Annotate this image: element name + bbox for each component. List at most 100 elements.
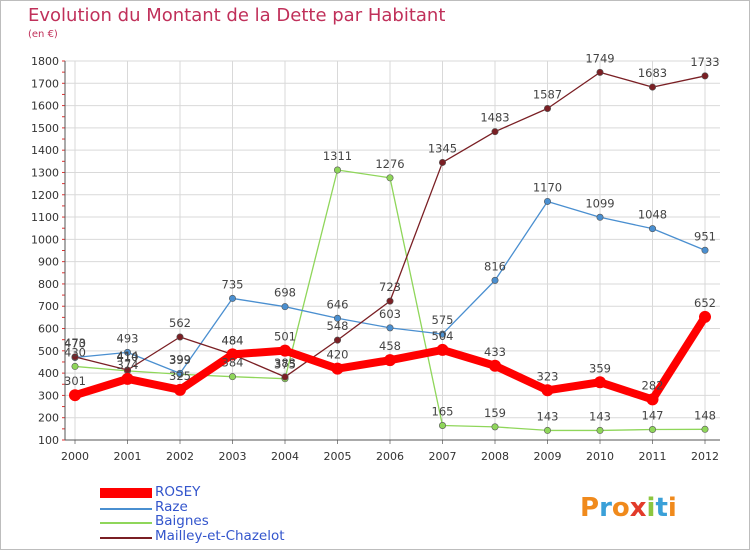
logo-letter: t: [655, 493, 668, 523]
data-label: 143: [537, 409, 559, 423]
logo-letter: i: [646, 493, 656, 523]
y-tick-label: 600: [38, 323, 59, 336]
data-point: [174, 383, 186, 396]
legend-label-rosey: ROSEY: [155, 484, 201, 500]
data-label: 301: [64, 374, 86, 388]
x-tick-label: 2004: [271, 450, 299, 463]
data-label: 1099: [585, 196, 614, 210]
data-point: [124, 348, 132, 356]
data-label: 325: [169, 369, 191, 383]
data-label: 1345: [428, 141, 457, 155]
data-label: 493: [117, 331, 139, 345]
data-label: 548: [327, 319, 349, 333]
y-tick-label: 100: [38, 434, 59, 447]
data-point: [384, 354, 396, 367]
data-point: [648, 426, 656, 434]
data-label: 575: [432, 313, 454, 327]
data-point: [543, 104, 551, 112]
data-point: [491, 128, 499, 136]
data-point: [646, 393, 659, 406]
data-label: 735: [222, 277, 244, 291]
data-point: [386, 324, 394, 332]
legend-label-baignes: Baignes: [155, 513, 209, 529]
data-point: [333, 166, 341, 174]
x-tick-label: 2011: [639, 450, 667, 463]
legend-label-mailley: Mailley-et-Chazelot: [155, 528, 285, 544]
data-point: [71, 353, 79, 361]
chart-subtitle: (en €): [28, 29, 58, 40]
data-point: [438, 422, 446, 430]
data-point: [281, 303, 289, 311]
data-point: [226, 348, 239, 361]
y-tick-label: 1000: [31, 233, 59, 246]
data-point: [491, 423, 499, 431]
data-point: [701, 72, 709, 80]
data-label: 165: [432, 405, 454, 419]
y-tick-label: 1400: [31, 144, 59, 157]
data-point: [594, 376, 606, 389]
data-label: 470: [64, 337, 86, 351]
legend-swatch-mailley: [100, 537, 152, 539]
data-point: [491, 276, 499, 284]
y-tick-label: 200: [38, 412, 59, 425]
data-label: 723: [379, 280, 401, 294]
data-label: 374: [117, 358, 139, 372]
data-label: 375: [274, 358, 296, 372]
legend-swatch-rosey: [100, 488, 152, 498]
data-point: [489, 359, 501, 372]
data-point: [333, 336, 341, 344]
data-label: 384: [222, 356, 244, 370]
y-tick-label: 1300: [31, 166, 59, 179]
data-label: 646: [327, 297, 349, 311]
y-tick-label: 1800: [31, 55, 59, 68]
y-tick-label: 1700: [31, 77, 59, 90]
data-point: [121, 372, 134, 385]
data-label: 484: [222, 333, 244, 347]
y-tick-label: 1600: [31, 100, 59, 113]
data-point: [596, 426, 604, 434]
data-point: [69, 389, 81, 402]
data-point: [386, 297, 394, 305]
data-label: 562: [169, 316, 191, 330]
data-label: 1483: [480, 111, 509, 125]
x-tick-label: 2010: [586, 450, 614, 463]
x-tick-label: 2003: [219, 450, 247, 463]
data-label: 399: [169, 352, 191, 366]
data-point: [386, 174, 394, 182]
data-label: 1749: [585, 51, 614, 65]
data-point: [648, 83, 656, 91]
y-tick-label: 300: [38, 389, 59, 402]
plot-area: [65, 61, 720, 440]
data-point: [648, 225, 656, 233]
y-tick-label: 1100: [31, 211, 59, 224]
data-point: [596, 68, 604, 76]
data-point: [438, 158, 446, 166]
logo-letter: x: [629, 493, 647, 523]
data-point: [701, 425, 709, 433]
logo-letter: o: [611, 493, 630, 523]
y-tick-label: 700: [38, 300, 59, 313]
data-point: [176, 369, 184, 377]
chart-title: Evolution du Montant de la Dette par Hab…: [28, 5, 446, 26]
x-tick-label: 2005: [324, 450, 352, 463]
data-label: 414: [117, 349, 139, 363]
legend-swatch-raze: [100, 508, 152, 510]
x-tick-label: 2000: [61, 450, 89, 463]
y-tick-label: 900: [38, 256, 59, 269]
y-tick-label: 800: [38, 278, 59, 291]
y-tick-label: 1500: [31, 122, 59, 135]
x-tick-label: 2002: [166, 450, 194, 463]
data-point: [333, 314, 341, 322]
data-label: 1311: [323, 149, 352, 163]
legend-swatch-baignes: [100, 522, 152, 524]
data-label: 383: [274, 356, 296, 370]
data-label: 458: [379, 339, 401, 353]
data-label: 951: [694, 229, 716, 243]
y-tick-label: 1200: [31, 189, 59, 202]
y-tick-label: 500: [38, 345, 59, 358]
data-point: [543, 426, 551, 434]
x-tick-label: 2001: [114, 450, 142, 463]
data-label: 147: [642, 409, 664, 423]
data-label: 399: [169, 353, 191, 367]
data-label: 359: [589, 361, 611, 375]
